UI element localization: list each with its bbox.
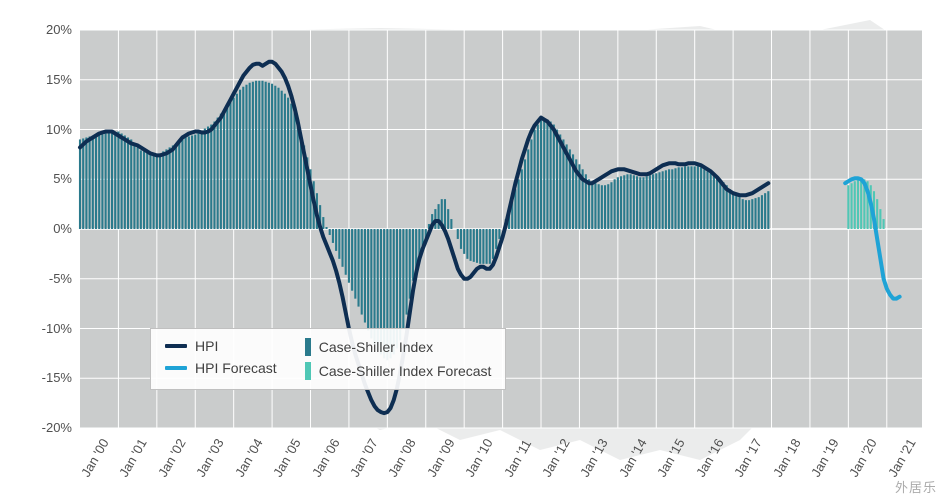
legend-item-cs: Case-Shiller Index (305, 335, 492, 359)
legend-label-case-shiller-forecast: Case-Shiller Index Forecast (319, 363, 492, 379)
legend-swatch-case-shiller (305, 338, 311, 356)
watermark: 外居乐 (895, 477, 937, 496)
legend-swatch-hpi (165, 344, 187, 348)
y-tick-label: -5% (0, 271, 72, 286)
legend-item-hpi: HPI (165, 335, 277, 357)
legend-swatch-case-shiller-forecast (305, 362, 311, 380)
y-tick-label: 5% (0, 171, 72, 186)
legend: HPI HPI Forecast Case-Shiller Index Case… (150, 328, 506, 390)
y-tick-label: -10% (0, 321, 72, 336)
y-tick-label: -20% (0, 420, 72, 435)
legend-item-hpi-forecast: HPI Forecast (165, 357, 277, 379)
chart-container: -20%-15%-10%-5%0%5%10%15%20% Jan '00Jan … (0, 0, 947, 504)
legend-label-hpi-forecast: HPI Forecast (195, 360, 277, 376)
y-tick-label: 15% (0, 72, 72, 87)
legend-swatch-hpi-forecast (165, 366, 187, 370)
y-tick-label: 0% (0, 221, 72, 236)
legend-label-hpi: HPI (195, 338, 218, 354)
y-tick-label: -15% (0, 370, 72, 385)
y-tick-label: 10% (0, 122, 72, 137)
y-tick-label: 20% (0, 22, 72, 37)
legend-label-case-shiller: Case-Shiller Index (319, 339, 433, 355)
legend-item-csf: Case-Shiller Index Forecast (305, 359, 492, 383)
